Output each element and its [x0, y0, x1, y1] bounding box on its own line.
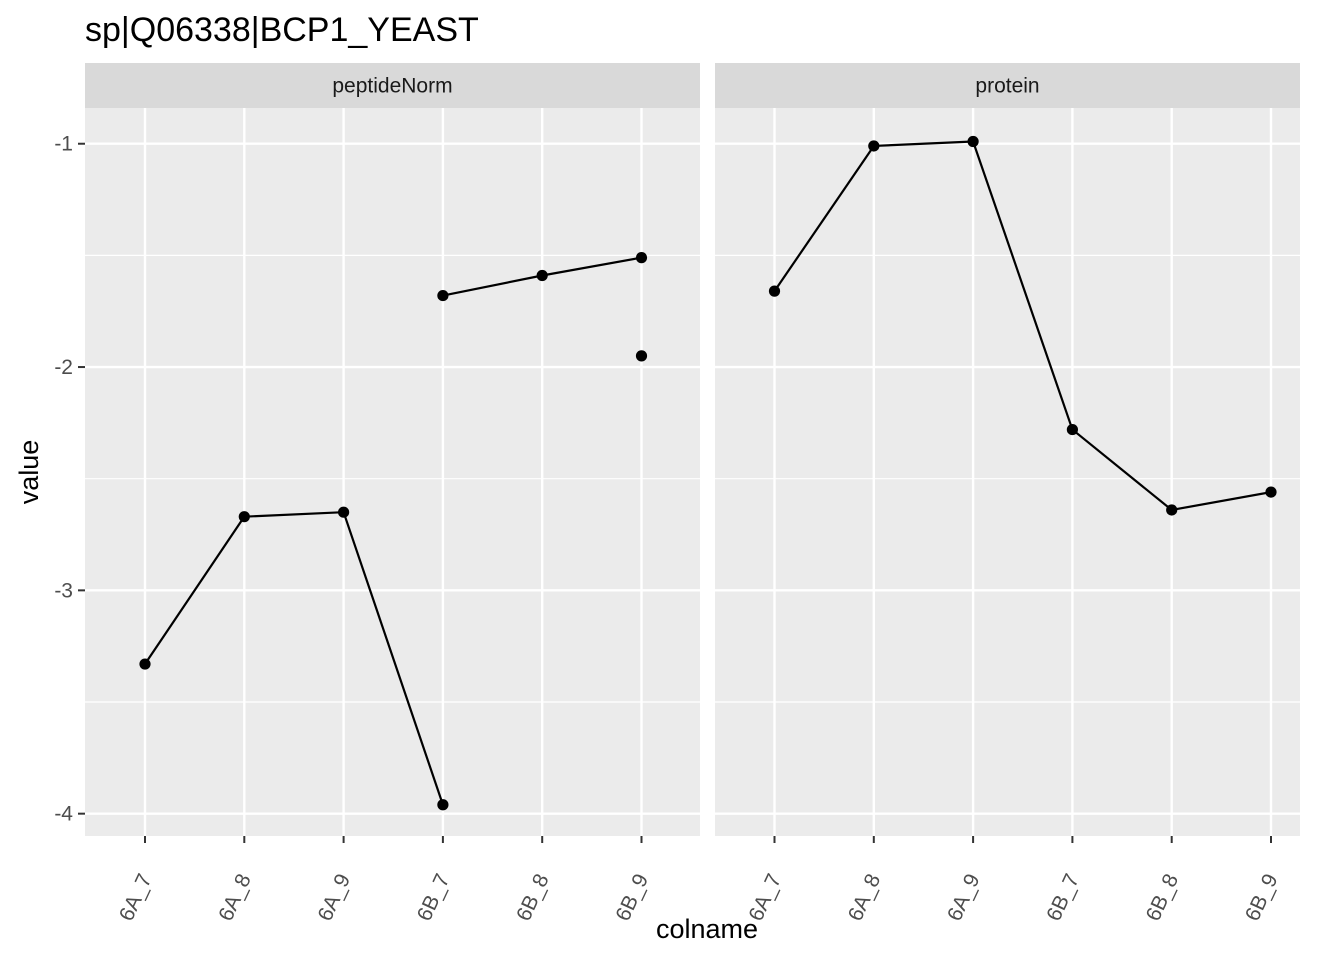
- data-point: [868, 140, 880, 152]
- data-point: [139, 658, 151, 670]
- x-tick-label: 6B_9: [611, 870, 653, 924]
- data-point: [536, 269, 548, 282]
- facet-panels: peptideNorm 6A_7 6A_8 6A_9 6B_7 6B_8 6B_9 prote…: [85, 63, 1300, 925]
- data-point: [635, 350, 648, 362]
- data-point: [635, 252, 648, 264]
- series-peptideNorm-1: [437, 252, 648, 302]
- series-line-segment: [342, 511, 444, 806]
- y-tick-label: -1: [54, 133, 73, 156]
- series-protein-0: [768, 135, 1277, 516]
- data-point: [768, 285, 781, 297]
- x-tick-label: 6B_7: [1042, 870, 1084, 924]
- panel-background: [715, 108, 1300, 836]
- data-point: [338, 506, 350, 518]
- panel-background: [85, 108, 700, 836]
- series-line-segment: [873, 140, 974, 148]
- facet-strip-label: peptideNorm: [332, 75, 452, 98]
- y-tick-label: -3: [54, 579, 73, 602]
- x-tick-label: 6A_8: [214, 870, 256, 924]
- y-axis: -4 -3 -2 -1: [54, 133, 85, 826]
- series-line-segment: [1071, 428, 1173, 511]
- series-peptideNorm-2: [635, 350, 648, 362]
- data-point: [1265, 486, 1277, 498]
- data-point: [437, 289, 449, 302]
- data-point: [1066, 423, 1078, 436]
- data-point: [1166, 504, 1178, 516]
- series-line-segment: [972, 141, 1074, 430]
- facet-strip-label: protein: [975, 75, 1039, 98]
- data-point: [437, 799, 449, 811]
- facet-panel-peptideNorm: peptideNorm 6A_7 6A_8 6A_9 6B_7 6B_8 6B_9: [85, 63, 700, 925]
- facet-strip: [85, 63, 700, 108]
- x-tick-label: 6A_7: [115, 870, 157, 924]
- x-tick-label: 6B_8: [512, 870, 554, 924]
- series-peptideNorm-0: [139, 506, 449, 811]
- y-tick-label: -2: [54, 356, 73, 379]
- x-tick-label: 6B_9: [1241, 870, 1283, 924]
- y-tick-label: -4: [54, 803, 73, 826]
- y-axis-title: value: [14, 440, 44, 505]
- data-point: [967, 135, 979, 148]
- data-point: [238, 511, 250, 523]
- series-line-segment: [144, 516, 246, 665]
- series-line-segment: [773, 145, 875, 292]
- chart-title: sp|Q06338|BCP1_YEAST: [85, 11, 479, 49]
- series-line-segment: [442, 274, 543, 297]
- x-tick-label: 6B_7: [413, 870, 455, 924]
- series-line-segment: [1171, 491, 1272, 512]
- x-tick-label: 6A_8: [844, 870, 886, 924]
- series-line-segment: [244, 511, 344, 518]
- series-line-segment: [542, 256, 642, 277]
- facet-strip: [715, 63, 1300, 108]
- x-axis-title: colname: [656, 914, 758, 944]
- x-tick-label: 6B_8: [1142, 870, 1184, 924]
- x-tick-label: 6A_9: [314, 870, 356, 924]
- x-tick-label: 6A_9: [943, 870, 985, 924]
